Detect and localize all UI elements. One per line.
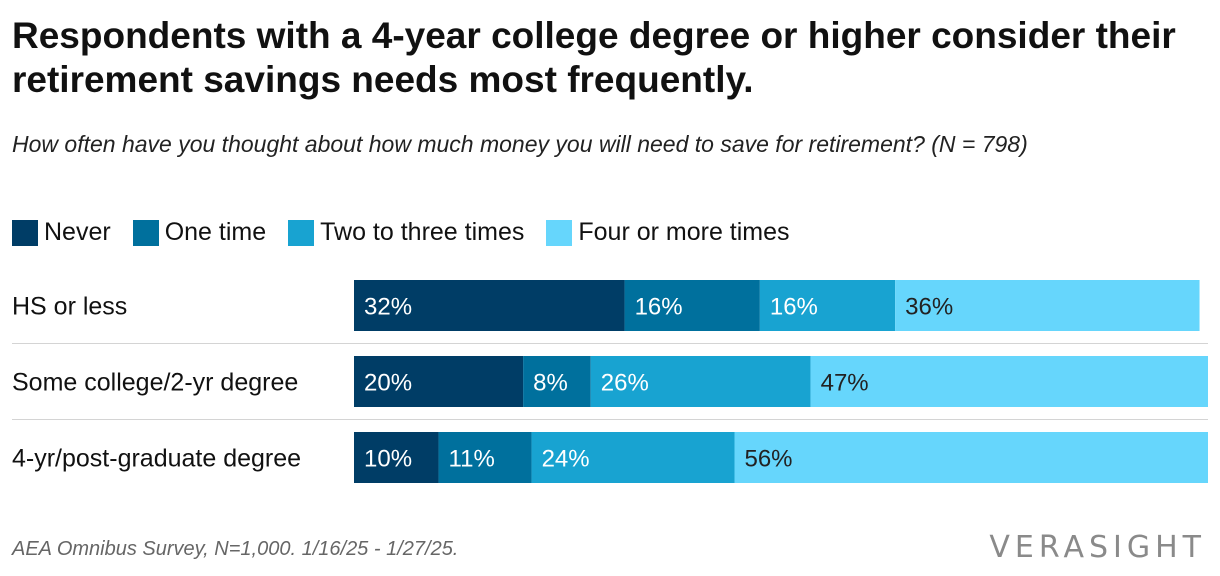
bar-segment [531,432,735,483]
data-label: 10% [364,446,412,473]
data-label: 32% [364,294,412,321]
legend: Never One time Two to three times Four or m… [12,218,812,247]
data-label: 36% [905,294,953,321]
legend-swatch [288,219,315,246]
category-label: Some college/2-yr degree [12,369,298,397]
data-label: 20% [364,370,412,397]
source-note: AEA Omnibus Survey, N=1,000. 1/16/25 - 1… [12,538,459,560]
bar-segment [354,356,524,407]
data-label: 56% [744,446,792,473]
category-label: HS or less [12,293,127,321]
bar-segment [354,432,439,483]
legend-swatch [132,219,159,246]
bar-segment [354,280,625,331]
legend-item: Never [12,218,111,247]
legend-label: Never [44,218,111,246]
legend-item: Four or more times [546,218,790,247]
data-label: 8% [533,370,568,397]
data-label: 47% [821,370,869,397]
chart-title: Respondents with a 4-year college degree… [12,15,1176,100]
verasight-logo: VERASIGHT [989,530,1206,565]
data-label: 11% [449,446,495,473]
bar-segment [810,356,1208,407]
legend-label: Two to three times [320,218,525,246]
legend-swatch [546,219,573,246]
bar-segment [590,356,811,407]
legend-label: One time [164,218,267,246]
bar-segment [734,432,1208,483]
legend-label: Four or more times [578,218,790,246]
bar-segment [759,280,896,331]
data-label: 16% [770,294,818,321]
bar-segment [895,280,1200,331]
data-label: 16% [635,294,683,321]
data-label: 24% [542,446,590,473]
legend-item: One time [132,218,267,247]
data-label: 26% [601,370,649,397]
bar-segment [523,356,591,407]
legend-item: Two to three times [288,218,524,247]
bar-segment [438,432,532,483]
chart-subtitle: How often have you thought about how muc… [12,131,1028,157]
bar-segment [624,280,760,331]
legend-swatch [12,219,38,246]
category-label: 4-yr/post-graduate degree [12,445,301,473]
